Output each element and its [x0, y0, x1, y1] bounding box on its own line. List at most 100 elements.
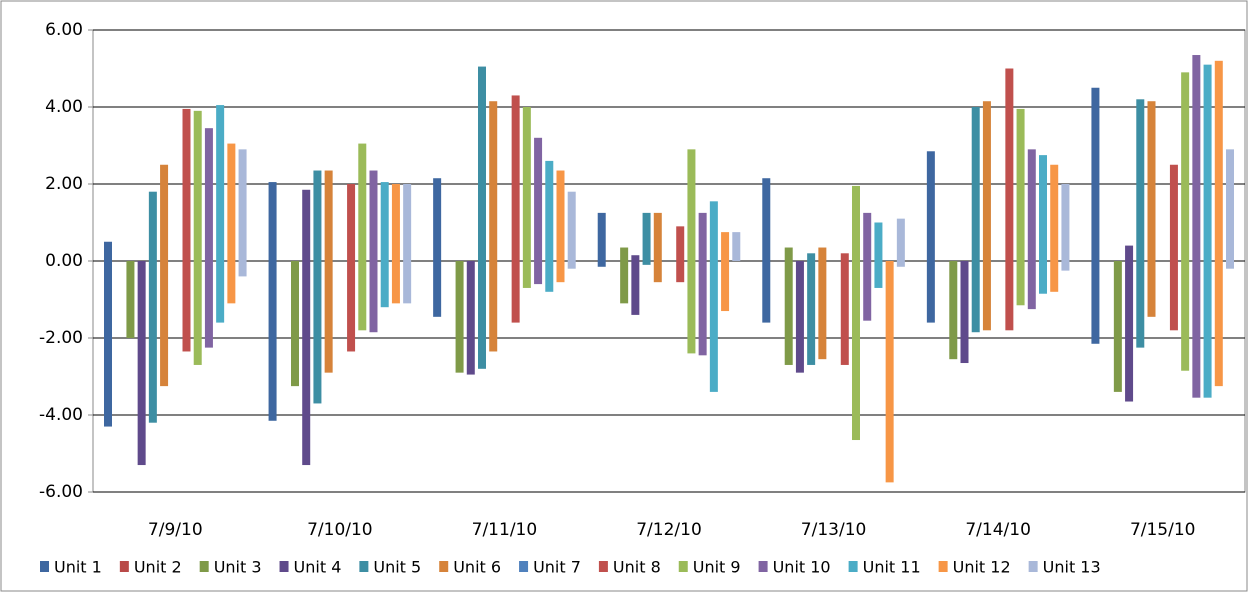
bar — [193, 110, 202, 365]
bar — [148, 191, 157, 423]
legend-swatch — [439, 561, 449, 572]
y-tick-label: 0.00 — [45, 251, 83, 271]
bar — [534, 137, 543, 285]
bar — [238, 149, 247, 277]
legend-swatch — [598, 561, 608, 572]
bar — [960, 261, 969, 364]
bar — [1214, 60, 1223, 387]
bar — [391, 184, 400, 304]
bar — [721, 232, 730, 312]
bar — [126, 261, 135, 338]
bar — [160, 164, 169, 387]
x-tick-label: 7/14/10 — [965, 520, 1031, 540]
bar — [676, 226, 685, 283]
y-tick-label: 4.00 — [45, 97, 83, 117]
legend-label: Unit 11 — [863, 558, 921, 577]
legend-swatch — [119, 561, 129, 572]
bar — [1147, 101, 1156, 317]
legend-swatch — [359, 561, 369, 572]
bar — [478, 66, 486, 369]
bar — [268, 182, 277, 421]
bar — [698, 212, 707, 356]
bar — [291, 261, 299, 387]
x-tick-label: 7/9/10 — [148, 520, 203, 540]
legend-swatch — [678, 561, 688, 572]
bar — [403, 184, 412, 304]
legend-swatch — [40, 561, 49, 572]
bar — [433, 178, 442, 317]
bar — [1050, 164, 1059, 292]
legend-label: Unit 3 — [214, 558, 262, 577]
bar — [302, 189, 311, 466]
bar — [732, 232, 741, 261]
legend-swatch — [848, 561, 858, 572]
legend-swatch — [199, 561, 209, 572]
bar — [1113, 261, 1122, 392]
legend-label: Unit 13 — [1043, 558, 1101, 577]
bar — [511, 95, 520, 323]
bar — [358, 143, 367, 331]
bar — [522, 107, 531, 288]
bar — [182, 108, 191, 352]
bar — [1226, 149, 1234, 269]
bar — [818, 247, 827, 360]
bar — [1181, 72, 1190, 371]
bar — [1136, 99, 1145, 348]
bar — [216, 105, 225, 323]
bar — [597, 212, 606, 267]
bar — [380, 182, 389, 308]
bar — [653, 212, 662, 283]
y-tick-label: -2.00 — [39, 328, 83, 348]
bar — [466, 261, 475, 375]
bar — [762, 178, 771, 323]
bar — [545, 160, 554, 292]
bar — [852, 185, 860, 441]
y-tick-label: -4.00 — [39, 405, 83, 425]
bar — [567, 191, 576, 269]
bar — [1203, 64, 1212, 398]
legend-label: Unit 2 — [134, 558, 182, 577]
bar — [642, 212, 651, 265]
bar — [313, 170, 322, 404]
bar — [455, 261, 464, 373]
bar — [1169, 164, 1178, 331]
legend-label: Unit 4 — [294, 558, 342, 577]
bar — [896, 218, 905, 267]
bar — [795, 261, 804, 373]
x-tick-label: 7/11/10 — [472, 520, 538, 540]
legend-swatch — [279, 561, 289, 572]
legend-label: Unit 12 — [953, 558, 1011, 577]
bar — [982, 101, 991, 331]
bar — [949, 261, 958, 360]
bar — [926, 151, 935, 323]
bar — [874, 222, 883, 288]
legend-swatch — [1028, 561, 1038, 572]
legend-label: Unit 7 — [533, 558, 581, 577]
bar — [104, 241, 112, 427]
legend-label: Unit 5 — [373, 558, 421, 577]
legend-swatch — [938, 561, 948, 572]
legend-swatch — [519, 561, 529, 572]
bar — [1016, 108, 1025, 306]
bar — [556, 170, 565, 283]
bar — [204, 128, 213, 348]
bar — [347, 184, 356, 352]
bar — [1005, 68, 1014, 331]
bar — [324, 170, 333, 373]
y-tick-label: 6.00 — [45, 20, 83, 40]
bar — [1061, 184, 1070, 271]
legend-label: Unit 8 — [613, 558, 661, 577]
bar — [1039, 155, 1047, 294]
bar — [1192, 55, 1201, 398]
bar — [971, 107, 980, 333]
y-tick-label: 2.00 — [45, 174, 83, 194]
bar — [687, 149, 696, 354]
legend-label: Unit 10 — [773, 558, 831, 577]
bar — [807, 253, 816, 365]
legend-swatch — [758, 561, 768, 572]
bar — [840, 253, 849, 365]
x-tick-label: 7/13/10 — [801, 520, 867, 540]
x-tick-label: 7/12/10 — [636, 520, 702, 540]
